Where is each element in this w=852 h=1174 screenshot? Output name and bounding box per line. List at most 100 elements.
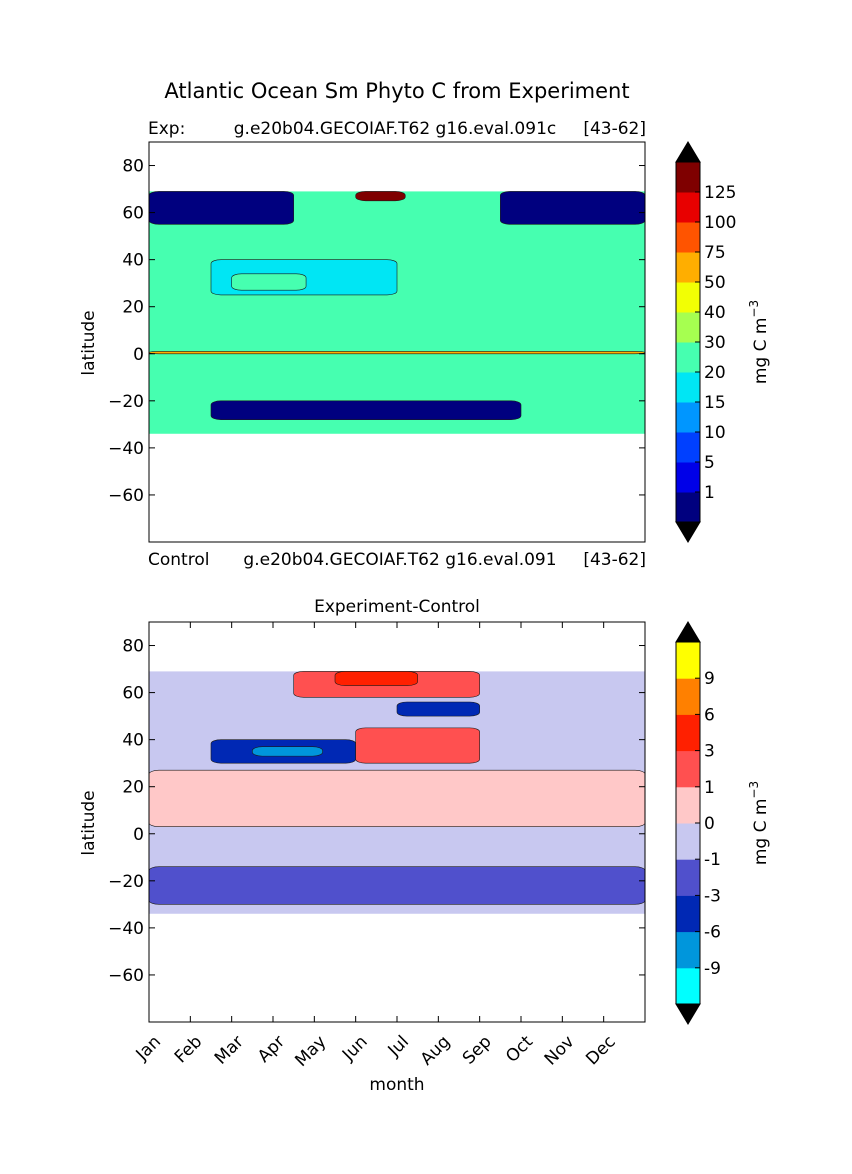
- contour-region: [334, 671, 418, 686]
- colorbar-segment: [676, 750, 700, 788]
- colorbar-tick-label: 100: [704, 213, 736, 233]
- panel-title-right: [43-62]: [583, 119, 646, 139]
- contour-region: [149, 769, 645, 828]
- colorbar-segment: [676, 786, 700, 824]
- contour-region: [355, 191, 406, 202]
- colorbar-tick-label: 75: [704, 243, 726, 263]
- contour-region: [210, 400, 522, 420]
- y-axis: 80 60 40 20 0 −20 −40 −60: [108, 637, 645, 986]
- colorbar-tick-label: 20: [704, 363, 726, 383]
- y-tick-label: −60: [108, 966, 144, 986]
- colorbar-segment: [676, 967, 700, 1005]
- y-tick-label: −60: [108, 486, 144, 506]
- y-tick-label: 60: [122, 204, 144, 224]
- x-tick-label: Sep: [459, 1032, 496, 1069]
- y-tick-label: 0: [133, 345, 144, 365]
- colorbar-tick-label: 0: [704, 814, 715, 834]
- colorbar-segment: [676, 372, 700, 403]
- colorbar-extend-bottom: [675, 521, 701, 543]
- contour-field: [149, 191, 645, 434]
- colorbar-tick-label: 50: [704, 273, 726, 293]
- x-tick-label: Mar: [211, 1032, 248, 1069]
- colorbar-segment: [676, 931, 700, 969]
- y-tick-label: 20: [122, 778, 144, 798]
- contour-region: [149, 191, 645, 434]
- colorbar-segment: [676, 678, 700, 715]
- colorbar-segment: [676, 282, 700, 313]
- colorbar-tick-label: 30: [704, 333, 726, 353]
- colorbar-tick-label: 40: [704, 303, 726, 323]
- y-axis-label: latitude: [79, 790, 99, 855]
- x-tick-label: Dec: [582, 1032, 619, 1069]
- y-tick-label: 40: [122, 251, 144, 271]
- colorbar-segment: [676, 252, 700, 283]
- contour-region: [231, 273, 307, 291]
- colorbar-tick-label: 6: [704, 705, 715, 725]
- contour-region: [355, 727, 480, 764]
- control-title-right: [43-62]: [583, 550, 646, 570]
- colorbar-segment: [676, 895, 700, 933]
- colorbar-segment: [676, 342, 700, 373]
- contour-region: [149, 351, 645, 355]
- colorbar-segment: [676, 222, 700, 253]
- contour-region: [500, 191, 645, 225]
- contour-region: [149, 191, 294, 225]
- colorbar-segment: [676, 714, 700, 752]
- colorbar-tick-label: 5: [704, 453, 715, 473]
- x-axis-label: month: [369, 1075, 424, 1095]
- colorbar-segment: [676, 432, 700, 463]
- panel-title-center: g.e20b04.GECOIAF.T62 g16.eval.091c: [234, 119, 556, 139]
- y-tick-label: −20: [108, 392, 144, 412]
- y-tick-label: −20: [108, 872, 144, 892]
- x-tick-label: May: [291, 1032, 330, 1071]
- plot-area: [148, 621, 646, 1023]
- colorbar-segment: [676, 492, 700, 523]
- colorbar-extend-top: [675, 141, 701, 163]
- colorbar: -9 -6 -3 -1 0 1 3 6 9 mg C m−3: [675, 621, 771, 1025]
- y-tick-label: 60: [122, 684, 144, 704]
- colorbar-tick-label: -1: [704, 850, 721, 870]
- colorbar-segment: [676, 162, 700, 193]
- colorbar-tick-label: 1: [704, 483, 715, 503]
- colorbar-extend-top: [675, 621, 701, 643]
- plot-area: [148, 141, 646, 543]
- x-tick-label: Oct: [502, 1032, 537, 1067]
- y-tick-label: 40: [122, 731, 144, 751]
- y-tick-label: −40: [108, 919, 144, 939]
- x-tick-label: Aug: [417, 1032, 455, 1070]
- colorbar-label: mg C m−3: [747, 781, 771, 865]
- y-tick-label: 80: [122, 157, 144, 177]
- colorbar-tick-label: 10: [704, 423, 726, 443]
- colorbar-segment: [676, 312, 700, 343]
- colorbar-tick-label: -9: [704, 959, 721, 979]
- colorbar-tick-label: 1: [704, 778, 715, 798]
- colorbar-segment: [676, 402, 700, 433]
- y-axis-label: latitude: [79, 310, 99, 375]
- colorbar-segment: [676, 462, 700, 493]
- contour-region: [396, 701, 480, 717]
- y-tick-label: 80: [122, 637, 144, 657]
- x-tick-label: Jan: [132, 1032, 165, 1065]
- contour-region: [149, 866, 645, 905]
- x-tick-label: Nov: [541, 1032, 579, 1070]
- control-title-left: Control: [148, 550, 209, 570]
- colorbar-segment: [676, 823, 700, 860]
- y-tick-label: 0: [133, 825, 144, 845]
- x-tick-label: Jun: [338, 1032, 372, 1066]
- colorbar-tick-label: 15: [704, 393, 726, 413]
- colorbar-segment: [676, 859, 700, 896]
- panel-title-left: Exp:: [148, 119, 185, 139]
- colorbar-extend-bottom: [675, 1003, 701, 1025]
- y-tick-label: 20: [122, 298, 144, 318]
- difference-panel: Control g.e20b04.GECOIAF.T62 g16.eval.09…: [79, 550, 771, 1095]
- control-title-center: g.e20b04.GECOIAF.T62 g16.eval.091: [243, 550, 556, 570]
- colorbar-segment: [676, 192, 700, 223]
- colorbar-tick-label: -6: [704, 923, 721, 943]
- colorbar-label: mg C m−3: [747, 300, 771, 384]
- colorbar-segment: [676, 642, 700, 679]
- colorbar-tick-label: 125: [704, 183, 736, 203]
- figure-suptitle: Atlantic Ocean Sm Phyto C from Experimen…: [164, 79, 629, 103]
- colorbar-tick-label: -3: [704, 886, 721, 906]
